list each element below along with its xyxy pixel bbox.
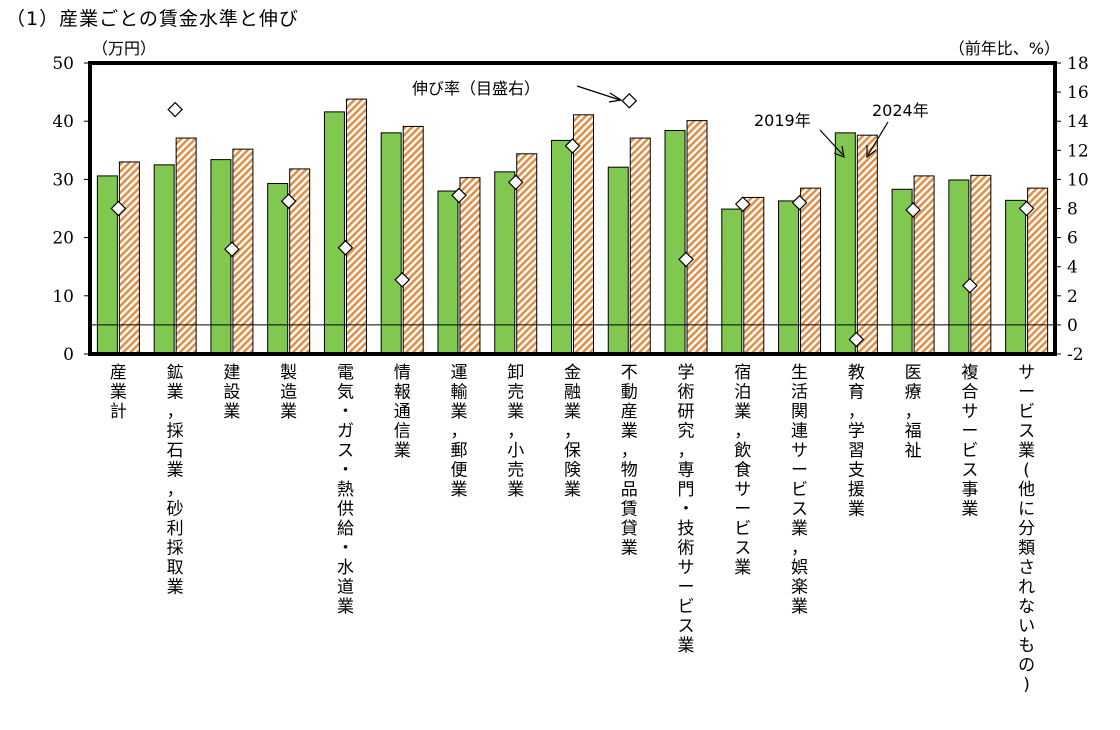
growth-rate-arrow xyxy=(576,85,621,101)
label-2024: 2024年 xyxy=(872,101,929,120)
right-tick-label-3: 4 xyxy=(1067,258,1078,278)
left-tick-label-5: 50 xyxy=(52,54,74,74)
growth-marker-16 xyxy=(1018,200,1035,217)
right-tick-label-4: 6 xyxy=(1067,229,1078,249)
growth-marker-4 xyxy=(337,239,354,256)
bar-2019-7 xyxy=(494,171,516,355)
category-label-2: 建設業 xyxy=(223,363,240,422)
bar-2019-16 xyxy=(1005,199,1027,355)
arrow-2024-head xyxy=(866,145,877,159)
bar-2019-12 xyxy=(778,200,800,355)
category-label-11: 宿泊業，飲食サービス業 xyxy=(734,363,751,578)
growth-marker-8 xyxy=(564,138,581,154)
category-label-13: 教育，学習支援業 xyxy=(848,363,865,520)
bar-2024-15 xyxy=(970,174,992,355)
growth-marker-11 xyxy=(734,196,751,212)
category-label-14: 医療，福祉 xyxy=(905,363,922,461)
bar-2024-10 xyxy=(686,120,708,355)
bar-2019-3 xyxy=(267,182,289,355)
category-label-3: 製造業 xyxy=(280,363,297,422)
growth-marker-1 xyxy=(167,101,183,118)
bar-2019-5 xyxy=(380,132,402,355)
growth-rate-annotation: 伸び率（目盛右） xyxy=(412,79,540,98)
arrow-2024 xyxy=(867,121,889,156)
growth-marker-13 xyxy=(848,331,865,348)
growth-marker-5 xyxy=(394,271,411,288)
right-tick-label-9: 16 xyxy=(1067,83,1089,103)
category-label-9: 不動産業，物品賃貸業 xyxy=(621,363,638,559)
plot-frame xyxy=(88,61,1057,356)
growth-marker-15 xyxy=(962,277,978,294)
category-label-5: 情報通信業 xyxy=(394,363,411,461)
bar-2024-13 xyxy=(856,134,878,355)
left-tick-label-3: 30 xyxy=(52,170,74,190)
category-label-10: 学術研究，専門・技術サービス業 xyxy=(678,363,695,656)
category-label-4: 電気・ガス・熱供給・水道業 xyxy=(337,363,354,617)
right-tick-label-6: 10 xyxy=(1067,170,1089,190)
right-tick-label-10: 18 xyxy=(1067,54,1089,74)
bar-2024-4 xyxy=(345,98,367,355)
growth-marker-2 xyxy=(224,241,240,258)
arrow-2019 xyxy=(819,129,844,156)
left-tick-label-4: 40 xyxy=(52,112,74,132)
left-axis-unit: （万円） xyxy=(92,39,156,58)
page-title: （1）産業ごとの賃金水準と伸び xyxy=(6,8,299,30)
category-label-1: 鉱業，採石業，砂利採取業 xyxy=(167,363,184,598)
bar-2024-16 xyxy=(1027,187,1049,355)
left-tick-label-0: 0 xyxy=(63,345,74,365)
bar-2019-9 xyxy=(607,166,629,355)
right-tick-label-7: 12 xyxy=(1067,141,1089,161)
bar-2024-3 xyxy=(289,168,311,355)
right-tick-label-2: 2 xyxy=(1067,287,1078,307)
bar-2019-15 xyxy=(948,179,970,355)
category-label-7: 卸売業，小売業 xyxy=(507,363,524,500)
category-label-8: 金融業，保険業 xyxy=(564,363,581,500)
bar-2024-1 xyxy=(175,137,197,355)
growth-marker-14 xyxy=(905,202,921,218)
bar-2024-12 xyxy=(800,187,822,355)
bar-2019-13 xyxy=(834,132,856,355)
bar-2019-6 xyxy=(437,190,459,355)
growth-marker-0 xyxy=(110,200,127,217)
left-tick-label-2: 20 xyxy=(52,229,74,249)
category-label-0: 産業計 xyxy=(110,363,127,422)
category-label-12: 生活関連サービス業，娯楽業 xyxy=(791,363,808,617)
category-label-15: 複合サービス事業 xyxy=(961,363,978,520)
right-tick-label-1: 0 xyxy=(1067,316,1078,336)
bar-2024-11 xyxy=(743,196,765,355)
bar-2019-11 xyxy=(721,208,743,355)
category-label-6: 運輸業，郵便業 xyxy=(450,363,467,500)
arrow-2019-head xyxy=(833,145,845,158)
bar-2024-6 xyxy=(459,177,481,355)
right-axis-unit: （前年比、%） xyxy=(949,39,1060,58)
right-tick-label-5: 8 xyxy=(1067,200,1078,220)
label-2019: 2019年 xyxy=(754,111,811,130)
growth-marker-12 xyxy=(791,194,808,211)
growth-marker-6 xyxy=(451,187,467,204)
bar-2019-10 xyxy=(664,130,686,355)
growth-marker-10 xyxy=(678,251,694,268)
right-tick-label-0: -2 xyxy=(1067,345,1084,365)
bar-2024-8 xyxy=(573,114,594,355)
growth-rate-arrow-head xyxy=(608,92,623,103)
bar-2019-0 xyxy=(96,175,118,355)
left-tick-label-1: 10 xyxy=(52,287,74,307)
bar-2024-5 xyxy=(402,125,424,355)
bar-2019-8 xyxy=(551,139,572,355)
growth-marker-7 xyxy=(507,174,524,191)
bar-2024-14 xyxy=(913,175,935,355)
category-label-16: サービス業(他に分類されないもの) xyxy=(1018,363,1035,695)
bar-2019-4 xyxy=(323,111,345,355)
bar-2019-14 xyxy=(891,188,913,355)
growth-marker-3 xyxy=(280,193,297,210)
right-tick-label-8: 14 xyxy=(1067,112,1089,132)
bar-2019-1 xyxy=(153,164,175,355)
bar-2024-9 xyxy=(629,137,651,355)
growth-marker-9 xyxy=(621,92,638,109)
